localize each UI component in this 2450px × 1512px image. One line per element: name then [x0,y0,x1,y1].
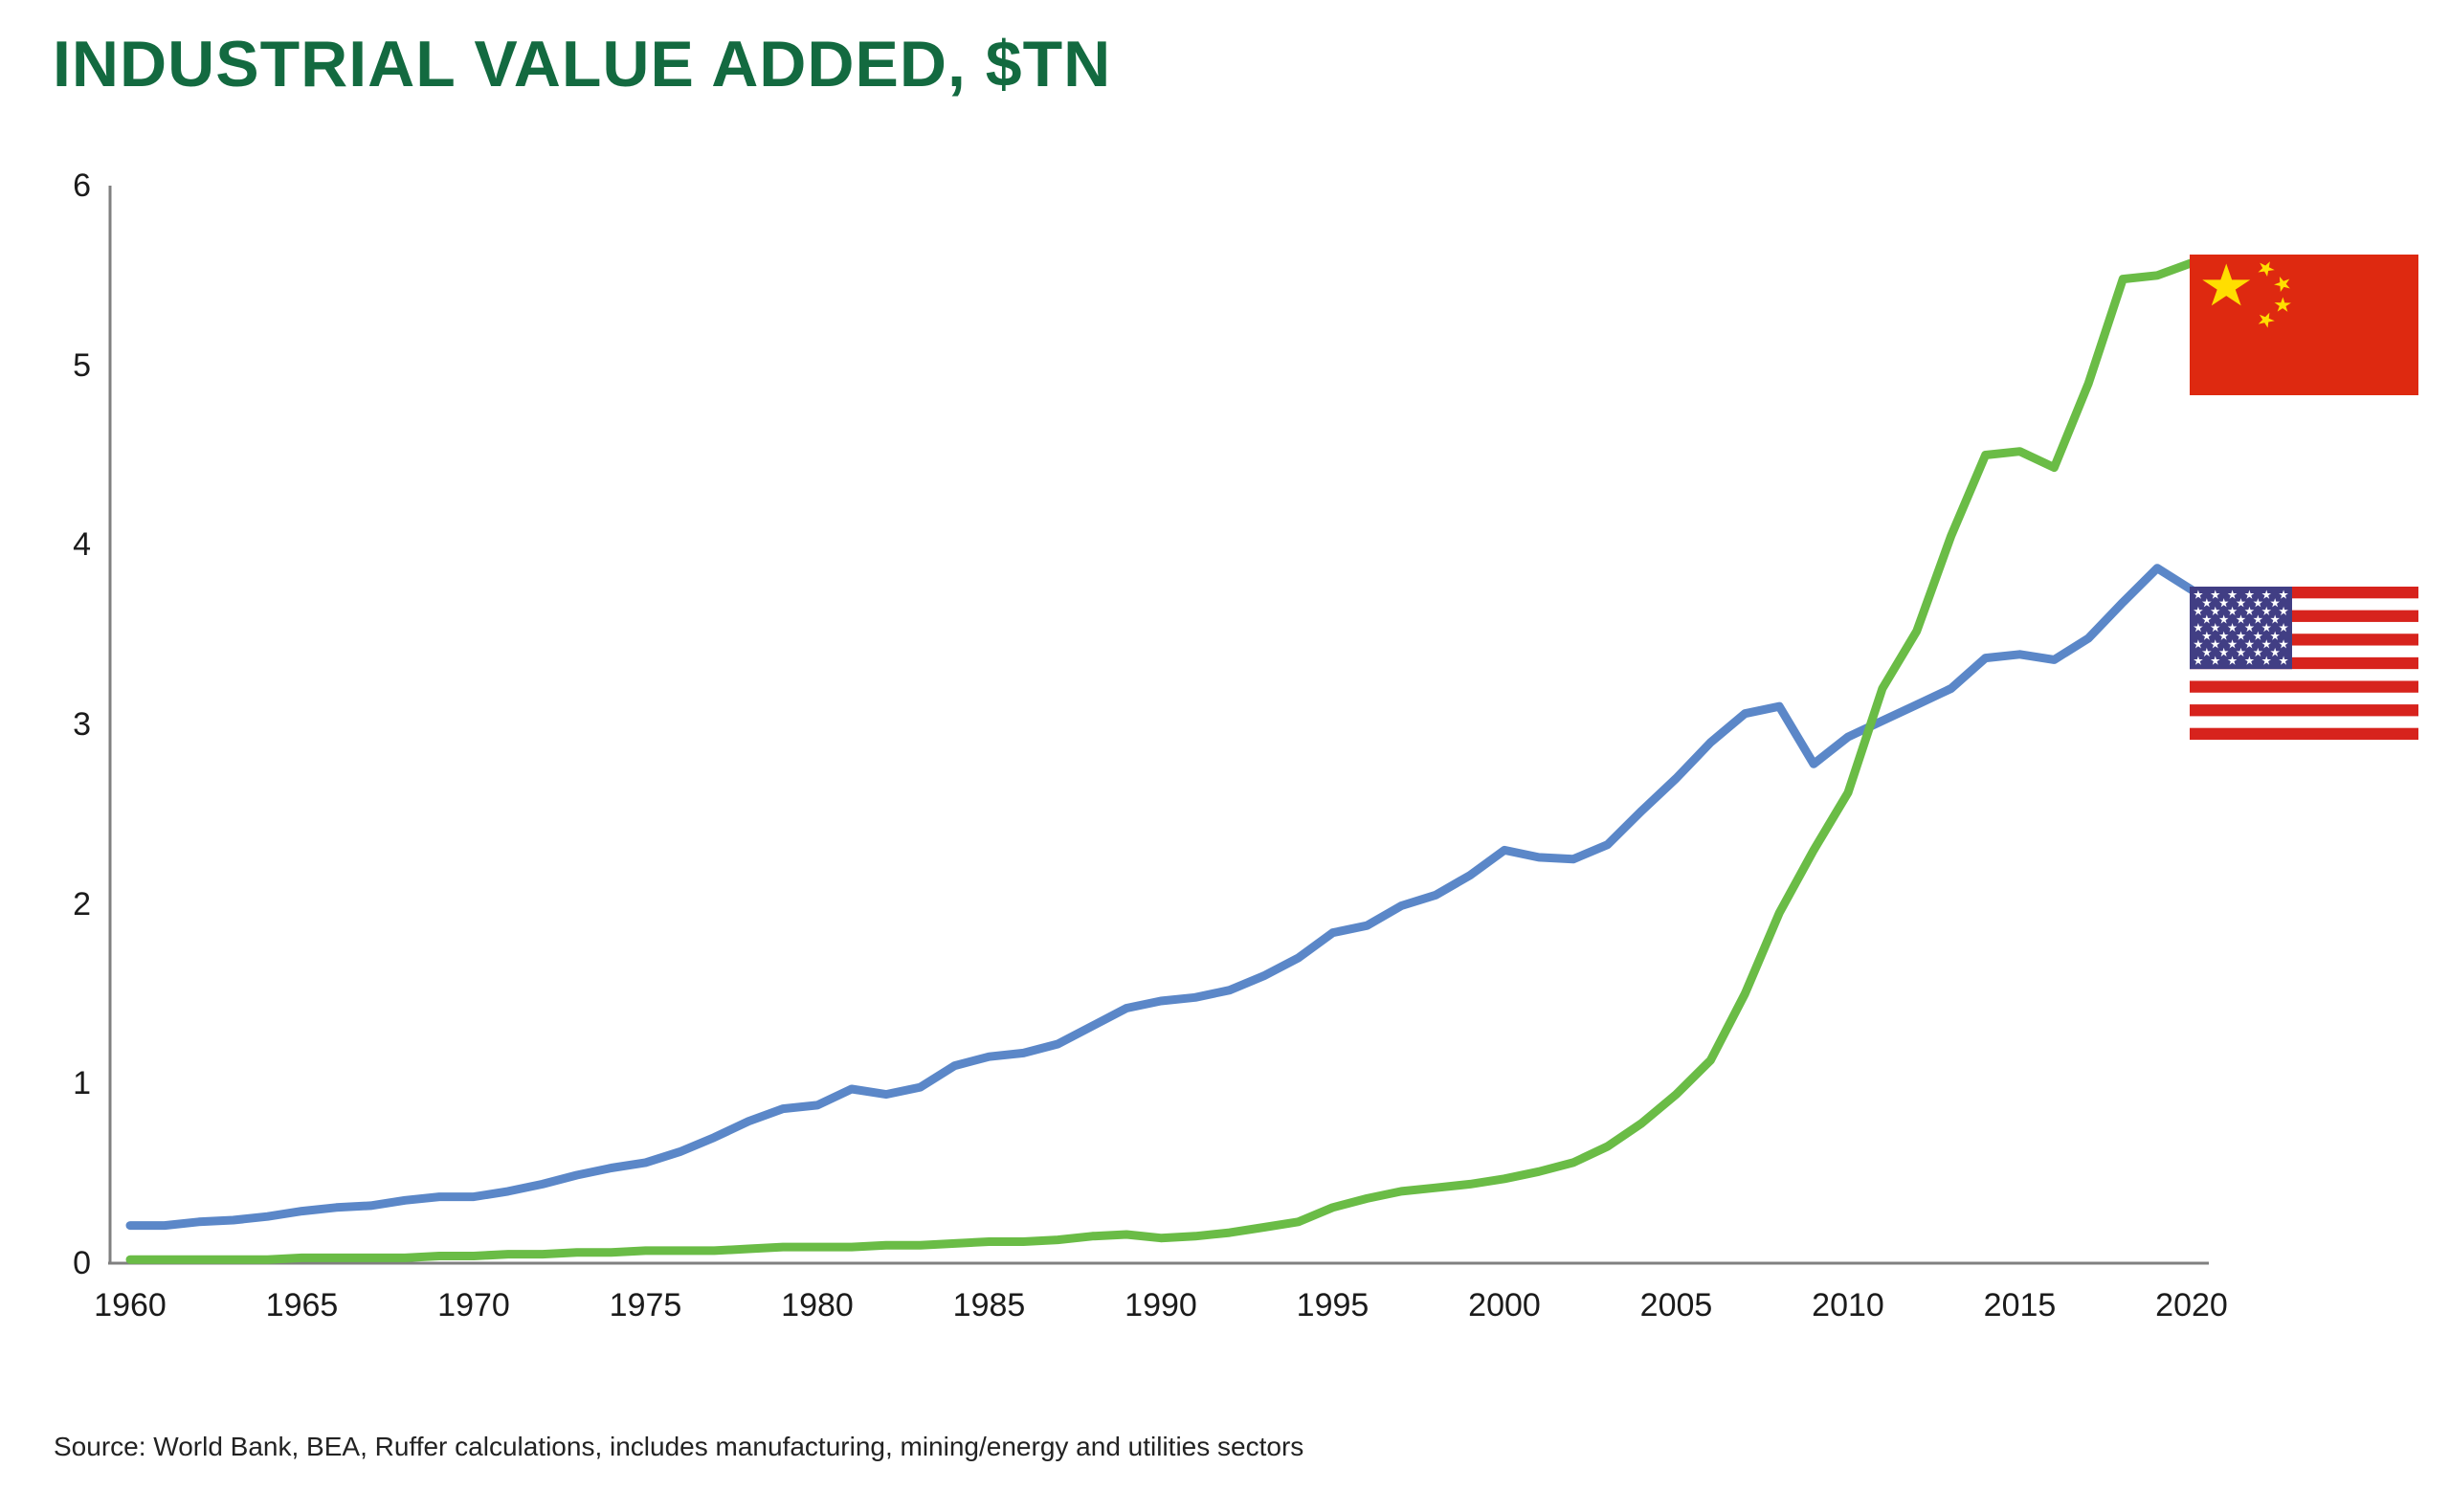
x-axis-tick-label: 1995 [1296,1287,1370,1323]
x-axis-tick-label: 1970 [437,1287,510,1323]
axes [108,186,2209,1265]
source-note: Source: World Bank, BEA, Ruffer calculat… [54,1432,1304,1461]
x-axis-tick-label: 1975 [609,1287,682,1323]
y-axis-tick-label: 1 [73,1065,91,1102]
chart-title: INDUSTRIAL VALUE ADDED, $TN [53,28,1112,100]
x-axis-tick-label: 2005 [1639,1287,1713,1323]
x-axis-tick-label: 2020 [2155,1287,2228,1323]
y-axis-tick-label: 4 [73,526,91,564]
x-axis-tick-label: 2000 [1468,1287,1541,1323]
y-axis-tick-label: 5 [73,346,91,384]
y-axis-tick-label: 6 [73,167,91,204]
x-axis-tick-label: 1990 [1125,1287,1197,1323]
us-line [125,564,2196,1231]
x-axis-tick-label: 1985 [952,1287,1026,1323]
x-axis-tick-label: 1965 [265,1287,339,1323]
x-axis-tick-label: 2010 [1812,1287,1884,1323]
x-axis-tick-label: 1960 [94,1287,167,1323]
china-flag-icon [2190,255,2418,395]
x-axis-tick-label: 2015 [1983,1287,2057,1323]
y-axis-tick-label: 0 [73,1245,91,1281]
x-axis-tick-label: 1980 [781,1287,854,1323]
china-line [125,258,2196,1264]
y-axis-tick-label: 3 [73,706,91,743]
us-flag-icon [2190,587,2418,740]
y-axis-tick-label: 2 [73,885,91,923]
